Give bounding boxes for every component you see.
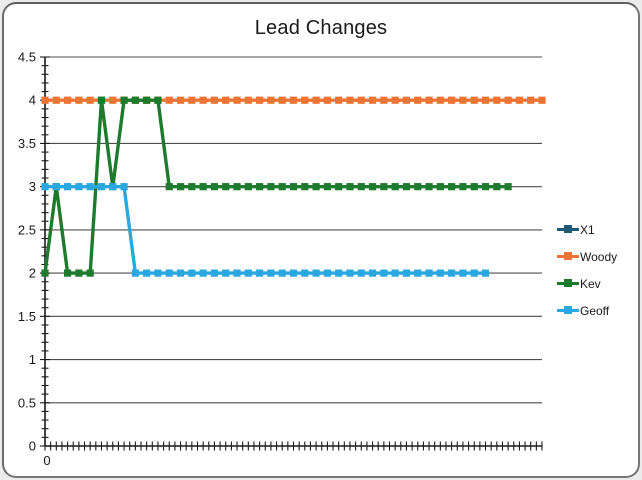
- series-marker-icon: [557, 279, 579, 288]
- y-axis-ticks: [40, 56, 50, 447]
- svg-text:1: 1: [29, 352, 36, 367]
- svg-text:2: 2: [29, 266, 36, 281]
- svg-text:2.5: 2.5: [18, 222, 36, 237]
- axes: [44, 57, 542, 447]
- legend-item-kev[interactable]: Kev: [557, 270, 617, 297]
- svg-text:3: 3: [29, 179, 36, 194]
- plot-area: 0 0.5 1 1.5 2 2.5 3 3.5 4 4.5 0: [18, 50, 546, 468]
- svg-text:0.5: 0.5: [18, 395, 36, 410]
- series-geoff: [41, 183, 490, 277]
- legend-item-woody[interactable]: Woody: [557, 243, 617, 270]
- svg-text:4.5: 4.5: [18, 50, 36, 65]
- y-gridlines: [45, 56, 542, 404]
- svg-text:0: 0: [29, 439, 36, 454]
- legend-label-kev: Kev: [580, 276, 601, 291]
- legend: X1 Woody Kev Geoff: [557, 216, 617, 324]
- legend-label-x1: X1: [580, 222, 595, 237]
- x-axis-ticks: [44, 441, 543, 451]
- legend-label-woody: Woody: [580, 249, 618, 264]
- svg-text:4: 4: [29, 93, 36, 108]
- x-axis-label: 0: [43, 453, 50, 468]
- series-woody: [41, 96, 546, 104]
- legend-item-x1[interactable]: X1: [557, 216, 617, 243]
- svg-text:1.5: 1.5: [18, 309, 36, 324]
- svg-text:3.5: 3.5: [18, 136, 36, 151]
- y-axis-labels: 0 0.5 1 1.5 2 2.5 3 3.5 4 4.5: [18, 50, 36, 454]
- legend-item-geoff[interactable]: Geoff: [557, 297, 617, 324]
- series-marker-icon: [557, 306, 579, 315]
- series-marker-icon: [557, 252, 579, 261]
- series-marker-icon: [557, 225, 579, 234]
- chart-title: Lead Changes: [254, 17, 388, 39]
- legend-label-geoff: Geoff: [580, 303, 610, 318]
